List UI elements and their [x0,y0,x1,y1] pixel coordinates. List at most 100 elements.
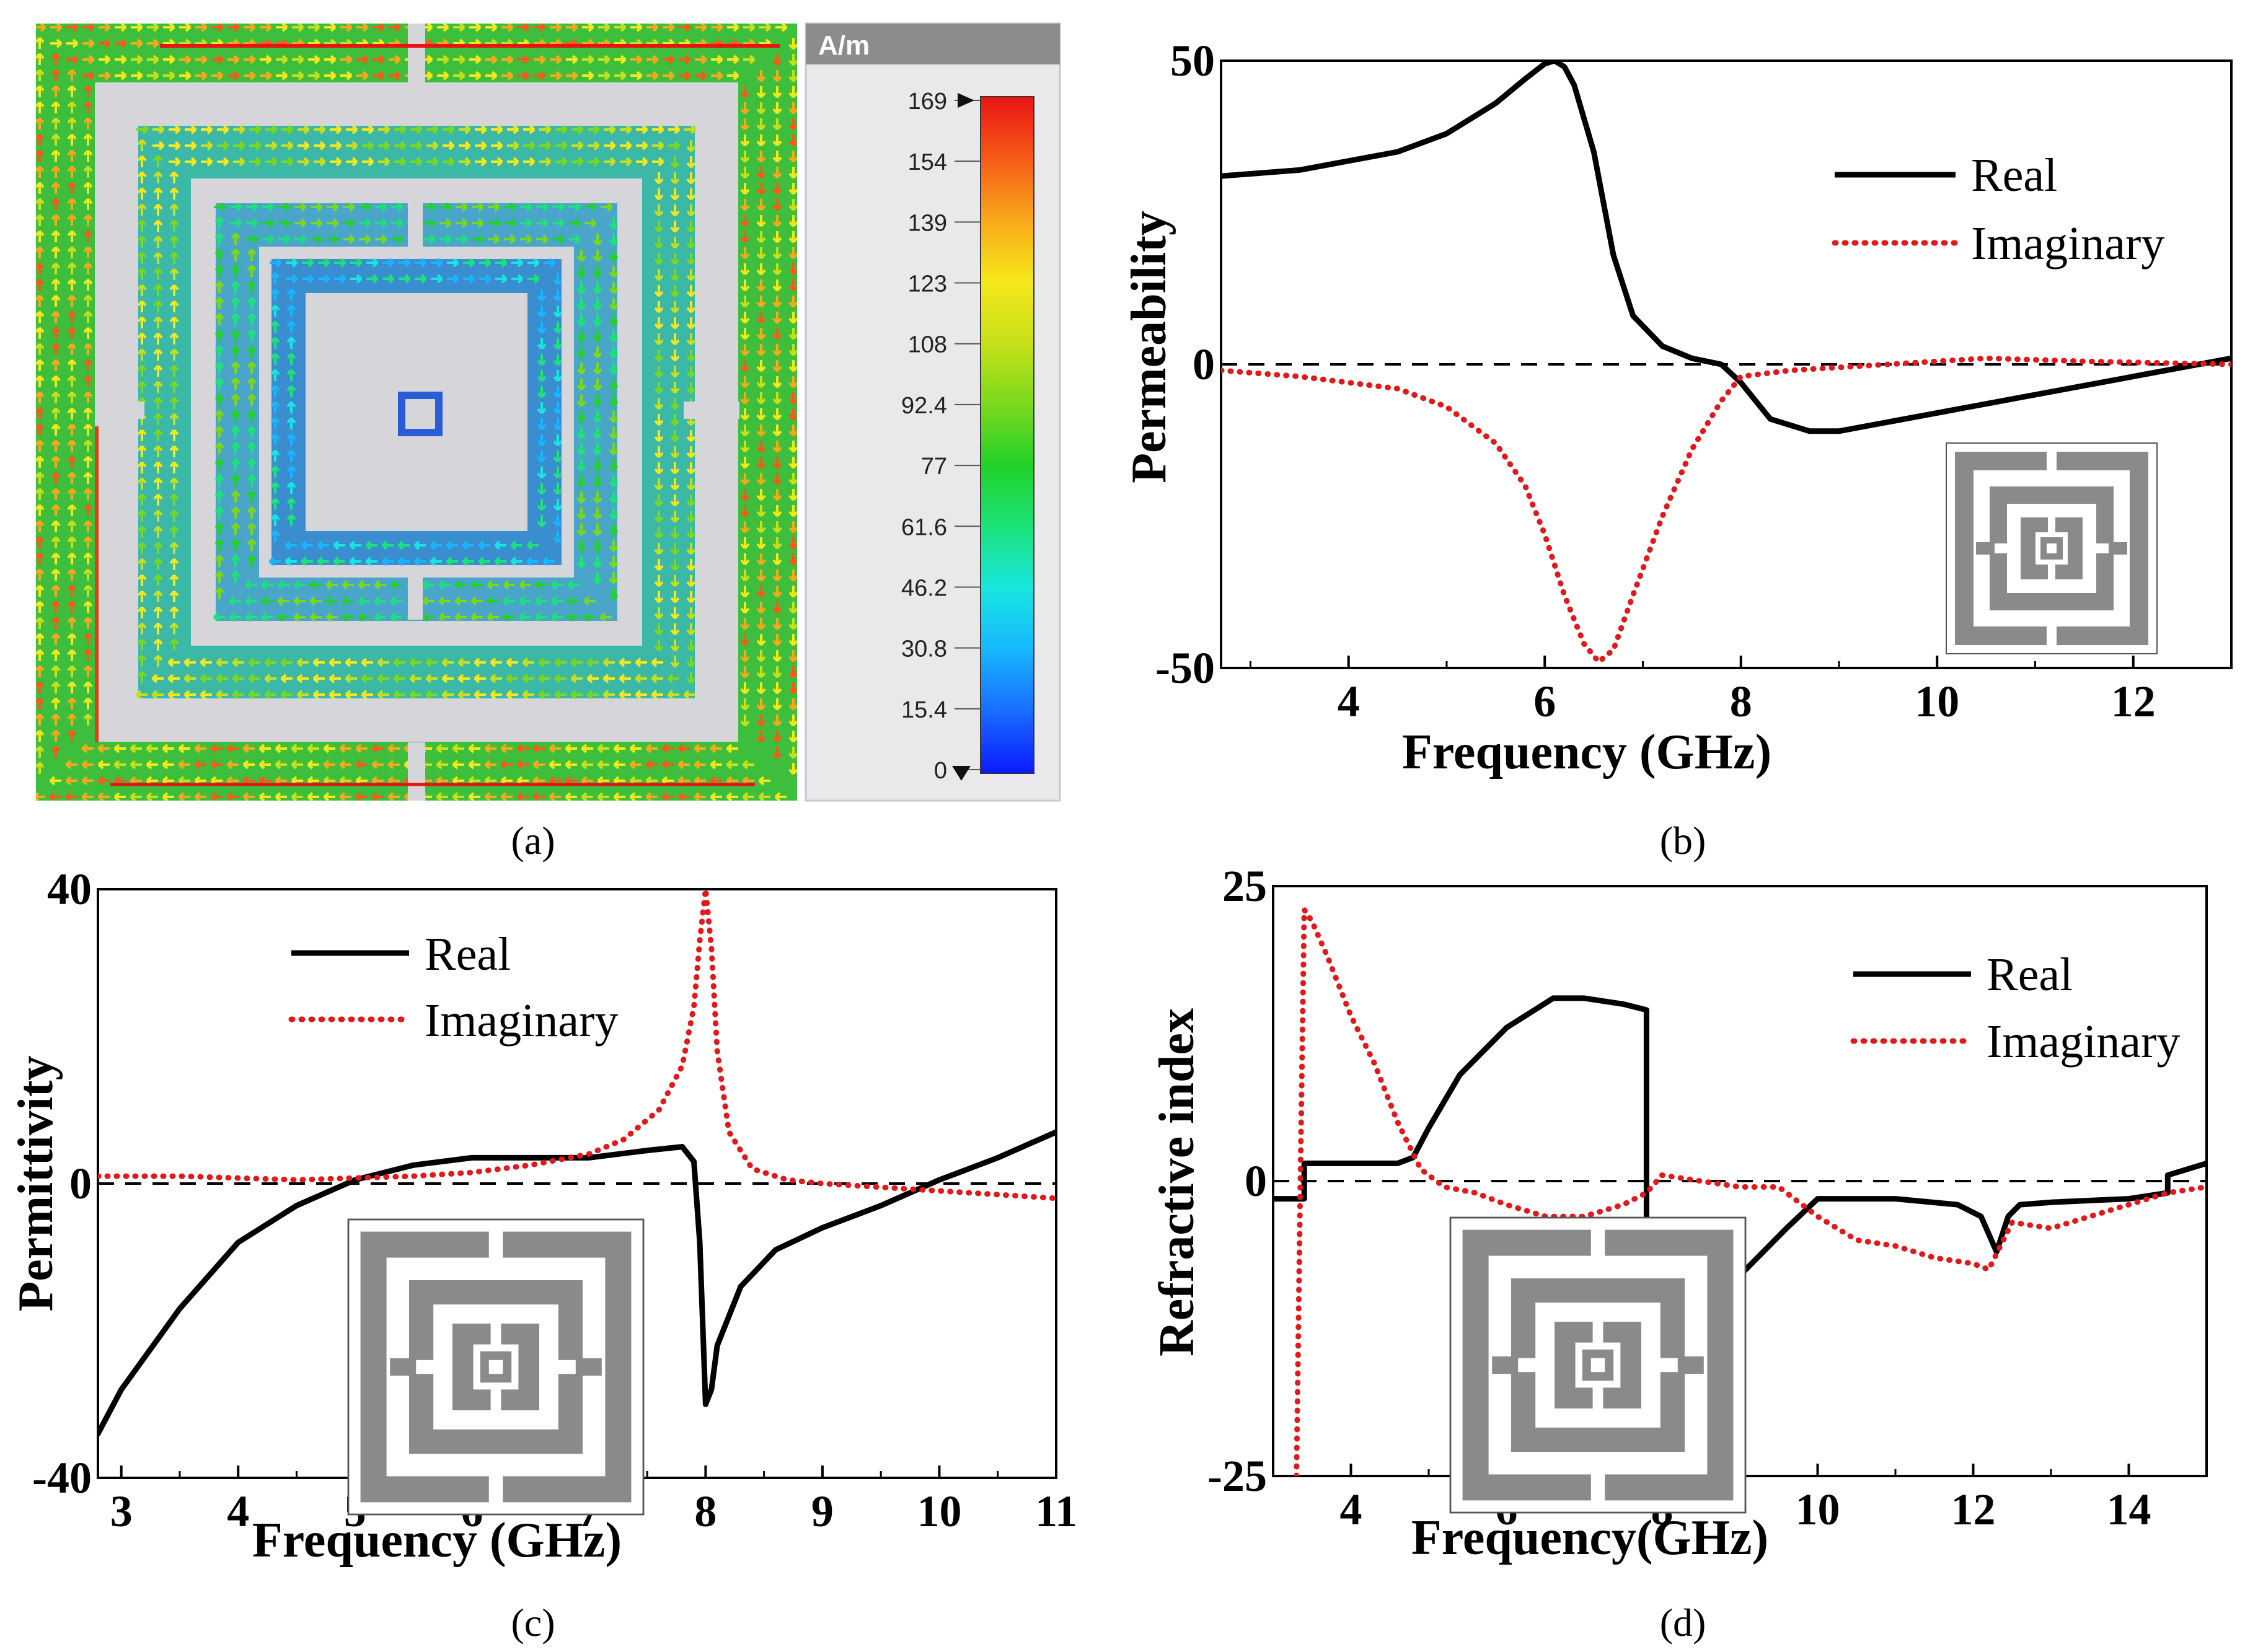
field-arrow [576,475,586,488]
field-arrow [371,760,384,770]
field-arrow [51,85,61,97]
field-arrow [479,258,492,268]
field-arrow [593,427,602,439]
field-arrow [302,258,314,268]
field-arrow [670,494,680,507]
field-arrow [711,71,723,81]
field-arrow [537,289,547,302]
field-arrow [544,258,556,268]
field-arrow [67,246,77,258]
field-arrow [526,556,539,566]
field-arrow [520,218,532,228]
field-arrow [554,674,567,683]
field-arrow [330,141,342,151]
field-arrow [788,618,797,630]
field-arrow [359,234,371,244]
field-arrow [231,297,240,309]
field-arrow [211,71,224,81]
field-arrow [67,375,77,387]
field-arrow [756,602,766,614]
field-arrow [756,457,766,469]
field-arrow [740,183,750,195]
field-arrow [772,457,782,469]
field-arrow [609,395,619,407]
field-arrow [137,461,147,473]
field-arrow [51,262,61,275]
field-arrow [51,745,61,758]
legend-imaginary-label: Imaginary [425,995,618,1047]
field-arrow [670,559,680,571]
field-arrow [670,575,680,587]
y-tick-label: -50 [1155,643,1215,693]
field-arrow [51,681,61,693]
field-arrow [788,118,797,131]
field-arrow [479,274,492,284]
field-arrow [485,71,498,81]
field-arrow [244,55,256,64]
field-arrow [330,157,342,167]
field-arrow [654,639,664,652]
field-arrow [36,133,45,146]
field-arrow [654,494,664,507]
field-arrow [296,690,309,700]
field-arrow [83,697,93,710]
field-arrow [425,690,438,700]
field-arrow [710,760,722,770]
field-arrow [506,690,518,700]
field-arrow [153,622,163,635]
field-arrow [423,202,436,212]
field-arrow [210,744,223,754]
field-arrow [83,85,93,97]
field-arrow [268,556,281,566]
field-arrow [330,125,342,134]
field-arrow [270,336,280,349]
field-arrow [146,760,158,770]
field-arrow [291,792,303,801]
field-arrow [670,221,680,233]
field-arrow [686,527,696,539]
legend-real-label: Real [425,928,511,980]
field-arrow [350,258,363,268]
field-arrow [169,638,179,651]
field-arrow [97,792,110,801]
panel-b-legend: Real Imaginary [1832,149,2164,270]
field-arrow [200,657,212,667]
field-arrow [570,690,583,700]
field-arrow [51,649,61,661]
field-arrow [422,612,434,622]
field-arrow [270,288,280,301]
field-arrow [214,345,224,358]
field-arrow [153,348,163,361]
field-arrow [487,596,499,606]
field-arrow [409,690,421,700]
field-arrow [447,274,459,284]
field-arrow [270,258,282,268]
field-arrow [261,596,273,606]
x-tick-label: 4 [227,1487,249,1536]
field-arrow [185,157,197,167]
field-arrow [286,288,296,301]
field-arrow [677,744,690,754]
field-arrow [756,215,766,227]
field-arrow [438,612,451,622]
field-arrow [686,317,696,330]
field-arrow [276,24,288,32]
field-arrow [67,182,77,194]
field-arrow [51,343,61,355]
field-arrow [36,262,45,275]
field-arrow [772,70,782,82]
field-arrow [286,449,296,462]
field-arrow [686,285,696,297]
field-arrow [36,792,45,801]
field-arrow [430,556,442,566]
ring-split-gap [684,402,739,419]
field-arrow [361,674,373,683]
field-arrow [686,543,696,555]
field-arrow [83,310,93,323]
field-arrow [286,353,296,365]
center-ring [398,392,443,436]
field-arrow [291,760,303,770]
field-arrow [67,536,77,548]
field-arrow [258,792,271,801]
field-arrow [247,329,257,341]
